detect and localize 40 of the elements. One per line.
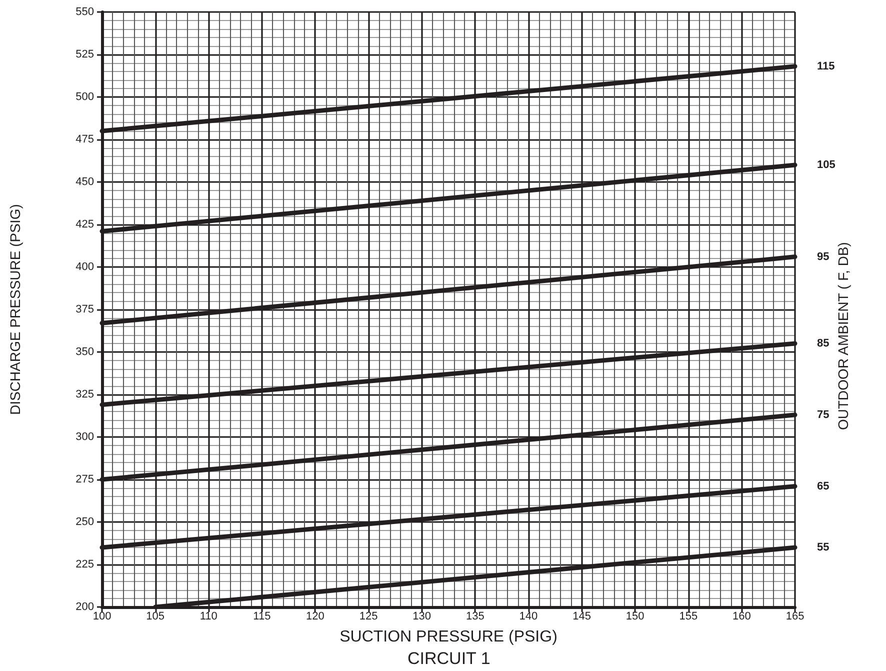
y-axis-title: DISCHARGE PRESSURE (PSIG) bbox=[7, 204, 23, 415]
x-tick-label: 155 bbox=[679, 610, 698, 622]
x-tick-label: 105 bbox=[146, 610, 164, 622]
y-tick-label: 300 bbox=[76, 431, 94, 443]
y-tick-label: 450 bbox=[76, 176, 94, 188]
y-tick-label: 475 bbox=[76, 134, 94, 146]
series-label: 95 bbox=[817, 250, 830, 263]
y-tick-label: 375 bbox=[76, 304, 94, 316]
x-tick-label: 100 bbox=[92, 610, 112, 622]
x-tick-label: 110 bbox=[200, 610, 218, 622]
x-tick-label: 115 bbox=[253, 610, 271, 622]
y-tick-label: 500 bbox=[76, 91, 94, 103]
x-tick-label: 135 bbox=[466, 610, 484, 622]
x-axis-title: SUCTION PRESSURE (PSIG) bbox=[340, 628, 558, 646]
x-tick-label: 145 bbox=[572, 610, 591, 622]
y-tick-label: 225 bbox=[76, 558, 94, 570]
series-label: 75 bbox=[817, 408, 830, 421]
x-tick-label: 130 bbox=[412, 610, 432, 622]
x-tick-label: 160 bbox=[732, 610, 751, 622]
y-tick-label: 525 bbox=[76, 48, 94, 60]
text: CIRCUIT 1 bbox=[408, 649, 490, 668]
y2-axis-title: OUTDOOR AMBIENT ( F, DB) bbox=[835, 242, 851, 430]
y-tick-label: 325 bbox=[76, 388, 94, 400]
series-label: 105 bbox=[817, 159, 836, 171]
y-tick-label: 550 bbox=[76, 6, 94, 18]
y-tick-label: 425 bbox=[76, 218, 94, 230]
series-label: 55 bbox=[817, 542, 830, 554]
x-tick-label: 125 bbox=[359, 610, 378, 622]
y-tick-label: 350 bbox=[76, 346, 94, 358]
x-tick-label: 120 bbox=[306, 610, 324, 622]
y-tick-label: 200 bbox=[76, 601, 94, 613]
series-label: 65 bbox=[817, 480, 830, 492]
series-label: 85 bbox=[817, 338, 830, 350]
y-tick-label: 400 bbox=[76, 261, 94, 273]
x-tick-label: 165 bbox=[786, 610, 804, 622]
y-tick-label: 275 bbox=[76, 474, 94, 486]
x-tick-label: 140 bbox=[519, 610, 538, 622]
series-label: 115 bbox=[817, 60, 835, 72]
x-tick-label: 150 bbox=[626, 610, 644, 622]
y-tick-label: 250 bbox=[76, 516, 94, 528]
